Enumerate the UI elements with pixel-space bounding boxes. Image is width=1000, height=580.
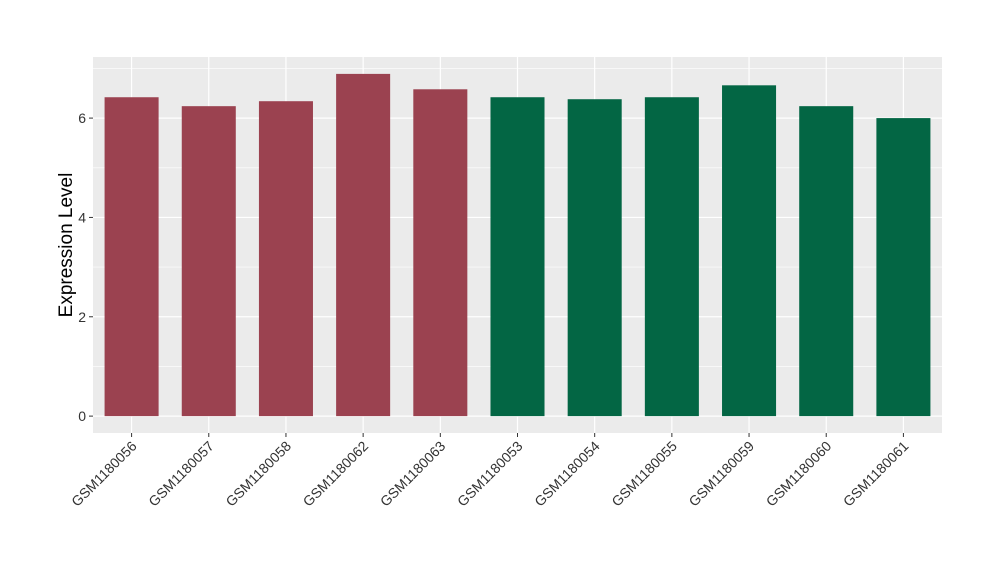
bar-GSM1180063 bbox=[413, 89, 468, 417]
x-tick-label: GSM1180057 bbox=[145, 438, 217, 510]
bar-GSM1180062 bbox=[336, 73, 391, 417]
bar-GSM1180053 bbox=[490, 97, 545, 417]
bar-GSM1180055 bbox=[644, 97, 699, 417]
bar-GSM1180057 bbox=[181, 106, 236, 417]
x-tick-label: GSM1180056 bbox=[68, 438, 140, 510]
x-tick-label: GSM1180063 bbox=[377, 438, 449, 510]
y-tick-label: 4 bbox=[78, 209, 86, 225]
x-tick-label: GSM1180054 bbox=[531, 438, 603, 510]
x-tick-label: GSM1180061 bbox=[840, 438, 912, 510]
bar-GSM1180061 bbox=[876, 118, 931, 417]
x-tick-label: GSM1180055 bbox=[608, 438, 680, 510]
bar-GSM1180054 bbox=[567, 99, 622, 417]
y-tick-label: 2 bbox=[78, 309, 86, 325]
bar-GSM1180056 bbox=[104, 97, 159, 417]
x-tick-label: GSM1180053 bbox=[454, 438, 526, 510]
y-axis-label: Expression Level bbox=[56, 173, 77, 318]
bar-GSM1180058 bbox=[258, 101, 313, 417]
bar-GSM1180060 bbox=[799, 106, 854, 417]
bar-GSM1180059 bbox=[722, 85, 777, 417]
x-tick-label: GSM1180059 bbox=[685, 438, 757, 510]
y-tick-label: 6 bbox=[78, 110, 86, 126]
x-tick-label: GSM1180058 bbox=[222, 438, 294, 510]
y-tick-label: 0 bbox=[78, 408, 86, 424]
x-tick-label: GSM1180060 bbox=[763, 438, 835, 510]
x-tick-label: GSM1180062 bbox=[300, 438, 372, 510]
